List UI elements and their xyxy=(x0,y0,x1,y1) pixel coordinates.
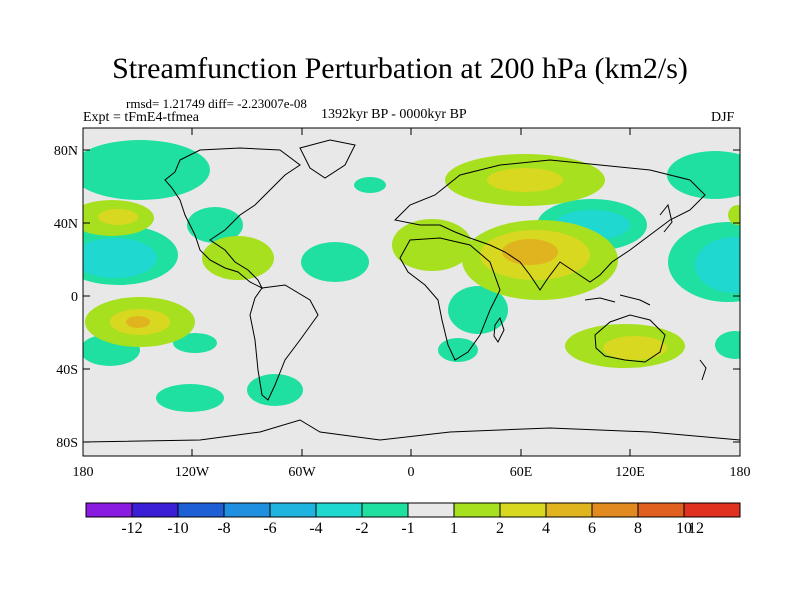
anomaly-arctic-east xyxy=(667,151,740,199)
colorbar-label: -8 xyxy=(217,520,230,537)
season-text: DJF xyxy=(711,110,735,125)
colorbar-label: -2 xyxy=(355,520,368,537)
anomaly-south-pacific-small xyxy=(173,333,217,353)
stats-text: rmsd= 1.21749 diff= -2.23007e-08 xyxy=(126,96,307,111)
colorbar-swatch xyxy=(545,502,593,518)
anomaly-india-core xyxy=(502,239,558,265)
map-title: Streamfunction Perturbation at 200 hPa (… xyxy=(112,52,688,85)
colorbar-swatch xyxy=(269,502,317,518)
colorbar: -12 -10 -8 -6 -4 -2 -1 1 2 4 6 8 10 12 xyxy=(85,502,741,537)
anomaly-north-pacific-pos-core xyxy=(98,209,138,225)
anomaly-south-pacific-east xyxy=(156,384,224,412)
coast-eurasia xyxy=(393,159,706,291)
lon-tick-label: 120E xyxy=(615,465,645,480)
anomaly-fields xyxy=(83,140,740,412)
lon-tick-label: 180 xyxy=(730,465,751,480)
coast-japan xyxy=(659,203,673,233)
anomaly-north-atlantic-east xyxy=(728,205,740,225)
anomaly-south-east xyxy=(715,331,740,359)
colorbar-swatch xyxy=(131,502,179,518)
colorbar-label: 1 xyxy=(450,520,458,537)
lon-tick-label: 60E xyxy=(510,465,533,480)
lat-tick-label: 80S xyxy=(56,436,78,451)
lat-tick-label: 0 xyxy=(71,290,78,305)
coast-new-zealand xyxy=(699,359,707,381)
coast-north-america xyxy=(164,147,301,290)
anomaly-south-america xyxy=(247,374,303,406)
lon-tick-label: 0 xyxy=(408,465,415,480)
coast-madagascar xyxy=(493,316,505,343)
anomaly-australia-core xyxy=(603,336,667,360)
colorbar-swatch xyxy=(315,502,363,518)
anomaly-africa-south xyxy=(448,286,508,334)
coast-greenland xyxy=(299,139,356,179)
experiment-text: Expt = tFmE4-tfmea xyxy=(83,110,199,125)
colorbar-swatch xyxy=(361,502,409,518)
colorbar-label: -12 xyxy=(121,520,142,537)
anomaly-alaska xyxy=(83,140,210,200)
coast-antarctica xyxy=(83,419,740,443)
latitude-axis: 80N 40N 0 40S 80S xyxy=(54,144,740,451)
colorbar-label: 6 xyxy=(588,520,596,537)
colorbar-swatch xyxy=(591,502,639,518)
anomaly-caribbean xyxy=(202,236,274,280)
coast-africa xyxy=(399,237,501,361)
lon-tick-label: 120W xyxy=(175,465,210,480)
coastlines xyxy=(83,139,740,443)
lon-tick-label: 180 xyxy=(73,465,94,480)
lon-tick-label: 60W xyxy=(288,465,316,480)
anomaly-atlantic xyxy=(301,242,369,282)
colorbar-label: -6 xyxy=(263,520,276,537)
colorbar-label: -4 xyxy=(309,520,322,537)
colorbar-label: 10 xyxy=(676,520,692,537)
coast-indonesia xyxy=(584,294,651,306)
colorbar-swatch xyxy=(85,502,133,518)
colorbar-label: 8 xyxy=(634,520,642,537)
coast-south-america xyxy=(249,284,319,401)
colorbar-swatch xyxy=(637,502,685,518)
colorbar-swatch xyxy=(177,502,225,518)
anomaly-south-pacific-pos-core xyxy=(126,316,150,328)
colorbar-swatch xyxy=(453,502,501,518)
anomaly-dateline-north-core xyxy=(695,237,740,293)
anomaly-greenland xyxy=(354,177,386,193)
lat-tick-label: 40S xyxy=(56,363,78,378)
colorbar-label: 4 xyxy=(542,520,550,537)
colorbar-swatch xyxy=(683,502,741,518)
anomaly-north-pacific-west-core xyxy=(83,238,157,278)
colorbar-swatch xyxy=(407,502,455,518)
lat-tick-label: 40N xyxy=(54,217,78,232)
anomaly-mediterranean xyxy=(392,219,472,271)
colorbar-swatch xyxy=(223,502,271,518)
colorbar-label: -10 xyxy=(167,520,188,537)
longitude-axis: 180 120W 60W 0 60E 120E 180 xyxy=(73,128,751,480)
coast-australia xyxy=(594,314,666,363)
colorbar-label: 12 xyxy=(688,520,704,537)
period-text: 1392kyr BP - 0000kyr BP xyxy=(321,107,467,122)
lat-tick-label: 80N xyxy=(54,144,78,159)
colorbar-label: 2 xyxy=(496,520,504,537)
anomaly-siberia-core xyxy=(487,168,563,192)
anomaly-north-america xyxy=(187,207,243,243)
colorbar-swatch xyxy=(499,502,547,518)
colorbar-label: -1 xyxy=(401,520,414,537)
